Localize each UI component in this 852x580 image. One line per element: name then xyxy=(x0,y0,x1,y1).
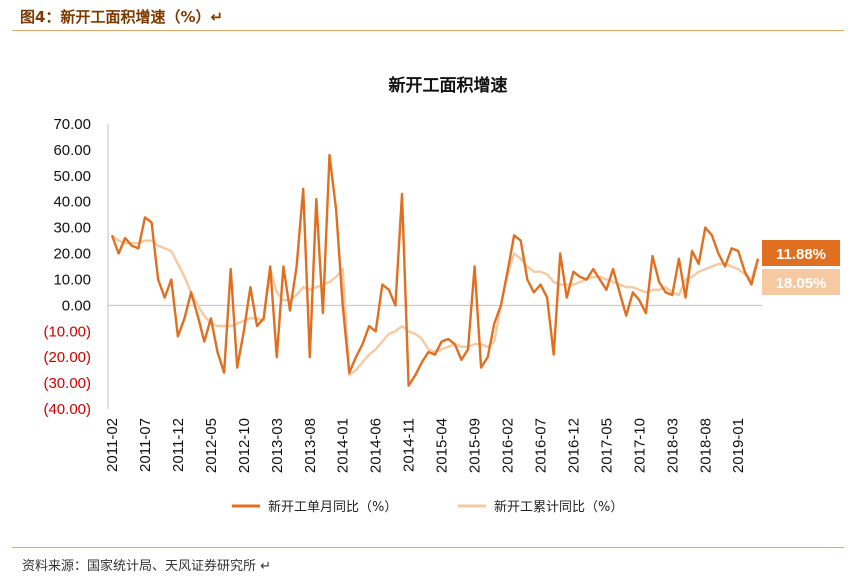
y-tick-label: 40.00 xyxy=(53,194,91,211)
x-tick-label: 2012-05 xyxy=(203,418,220,473)
line-chart: 新开工面积增速 70.00 60.00 50.00 40.00 30.00 20.00 10… xyxy=(43,75,840,515)
end-label-text: 18.05% xyxy=(776,275,827,292)
y-tick-label: (10.00) xyxy=(43,323,91,340)
legend-label: 新开工单月同比（%） xyxy=(268,499,397,515)
x-tick-label: 2017-05 xyxy=(598,418,615,473)
figure-caption: 图4：新开工面积增速（%）↵ xyxy=(20,8,224,26)
end-label-cumulative: 18.05% xyxy=(762,269,840,295)
x-tick-label: 2015-04 xyxy=(434,418,451,473)
legend-item-cumulative: 新开工累计同比（%） xyxy=(458,499,623,515)
x-tick-label: 2018-08 xyxy=(697,418,714,473)
y-tick-label: (40.00) xyxy=(43,401,91,418)
x-tick-label: 2014-01 xyxy=(335,418,352,473)
x-tick-label: 2013-03 xyxy=(269,418,286,473)
x-tick-label: 2015-09 xyxy=(467,418,484,473)
y-tick-label: 50.00 xyxy=(53,168,91,185)
end-label-text: 11.88% xyxy=(776,246,826,263)
end-label-monthly: 11.88% xyxy=(762,240,840,266)
x-tick-label: 2014-11 xyxy=(401,418,418,472)
x-tick-label: 2012-10 xyxy=(236,418,253,473)
y-tick-label: 20.00 xyxy=(53,246,91,263)
x-tick-label: 2011-07 xyxy=(137,418,154,472)
bottom-divider xyxy=(12,547,844,548)
x-tick-label: 2016-02 xyxy=(500,418,517,473)
x-tick-label: 2011-12 xyxy=(170,418,187,472)
x-tick-label: 2019-01 xyxy=(730,418,747,473)
x-tick-label: 2016-07 xyxy=(532,418,549,473)
y-tick-label: 10.00 xyxy=(53,271,91,288)
legend-item-monthly: 新开工单月同比（%） xyxy=(232,499,397,515)
top-divider xyxy=(12,30,844,31)
series-line-monthly xyxy=(110,153,760,387)
x-tick-label: 2013-08 xyxy=(302,418,319,473)
y-tick-label: 70.00 xyxy=(53,116,91,133)
y-tick-label: 0.00 xyxy=(62,297,91,314)
chart-title: 新开工面积增速 xyxy=(389,75,508,95)
x-tick-label: 2014-06 xyxy=(368,418,385,473)
source-note: 资料来源：国家统计局、天风证券研究所 ↵ xyxy=(22,559,272,574)
end-label-box xyxy=(762,240,840,266)
y-tick-label: (20.00) xyxy=(43,349,91,366)
x-tick-label: 2011-02 xyxy=(104,418,121,472)
x-tick-label: 2018-03 xyxy=(664,418,681,473)
y-tick-label: 60.00 xyxy=(53,142,91,159)
legend-label: 新开工累计同比（%） xyxy=(494,499,623,515)
x-tick-label: 2017-10 xyxy=(631,418,648,473)
x-tick-label: 2016-12 xyxy=(565,418,582,473)
y-tick-label: 30.00 xyxy=(53,220,91,237)
end-label-box xyxy=(762,269,840,295)
y-tick-label: (30.00) xyxy=(43,375,91,392)
